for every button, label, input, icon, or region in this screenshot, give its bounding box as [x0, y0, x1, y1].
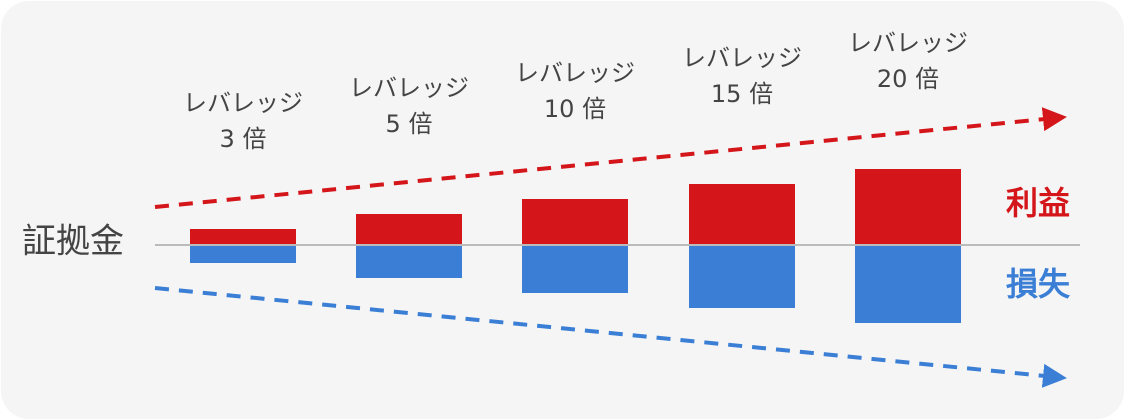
- level-multiplier: 20 倍: [877, 65, 939, 93]
- profit-bar: [689, 184, 795, 245]
- profit-bar: [356, 214, 462, 245]
- level-label: レバレッジ: [848, 29, 968, 57]
- profit-bar: [190, 229, 296, 245]
- level-label: レバレッジ: [682, 44, 802, 72]
- loss-bar: [190, 245, 296, 263]
- level-multiplier: 5 倍: [386, 110, 433, 138]
- profit-label: 利益: [1006, 184, 1070, 222]
- loss-arrow: [154, 286, 1067, 388]
- level-multiplier: 10 倍: [544, 95, 606, 123]
- loss-bar: [855, 245, 961, 323]
- level-label: レバレッジ: [183, 89, 303, 117]
- base-label: 証拠金: [22, 222, 124, 262]
- level-label: レバレッジ: [349, 74, 469, 102]
- loss-bar: [689, 245, 795, 308]
- level-label: レバレッジ: [515, 59, 635, 87]
- loss-bar: [356, 245, 462, 278]
- level-multiplier: 3 倍: [220, 125, 267, 153]
- loss-label: 損失: [1006, 265, 1071, 303]
- profit-bar: [522, 199, 628, 245]
- loss-bar: [522, 245, 628, 293]
- profit-bar: [855, 169, 961, 245]
- bars: [190, 169, 961, 323]
- level-multiplier: 15 倍: [711, 80, 773, 108]
- profit-arrow: [154, 107, 1067, 209]
